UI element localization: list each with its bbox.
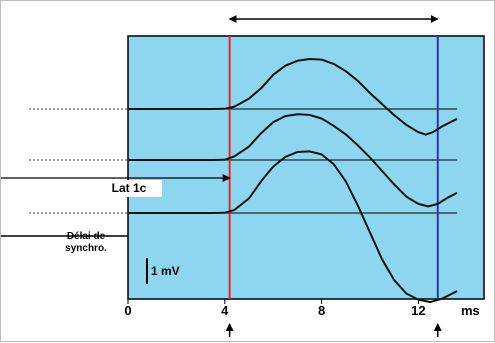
- delai-line-1: Délai de: [66, 231, 106, 242]
- x-tick-label-12: 12: [411, 303, 426, 318]
- plot-panel: [127, 35, 485, 300]
- x-tick-label-8: 8: [317, 303, 326, 318]
- delai-synchro-label: Délai de synchro.: [47, 231, 125, 255]
- trace-1: [128, 58, 458, 136]
- lat-1c-label: Lat 1c: [96, 180, 162, 197]
- trace-2: [128, 113, 458, 208]
- trace-3: [128, 150, 458, 304]
- x-unit-label: ms: [461, 303, 480, 318]
- delai-line-2: synchro.: [65, 243, 107, 254]
- scale-bar-1mv: 1 mV: [146, 258, 180, 284]
- x-tick-label-0: 0: [124, 303, 132, 318]
- x-tick-label-4: 4: [221, 303, 229, 318]
